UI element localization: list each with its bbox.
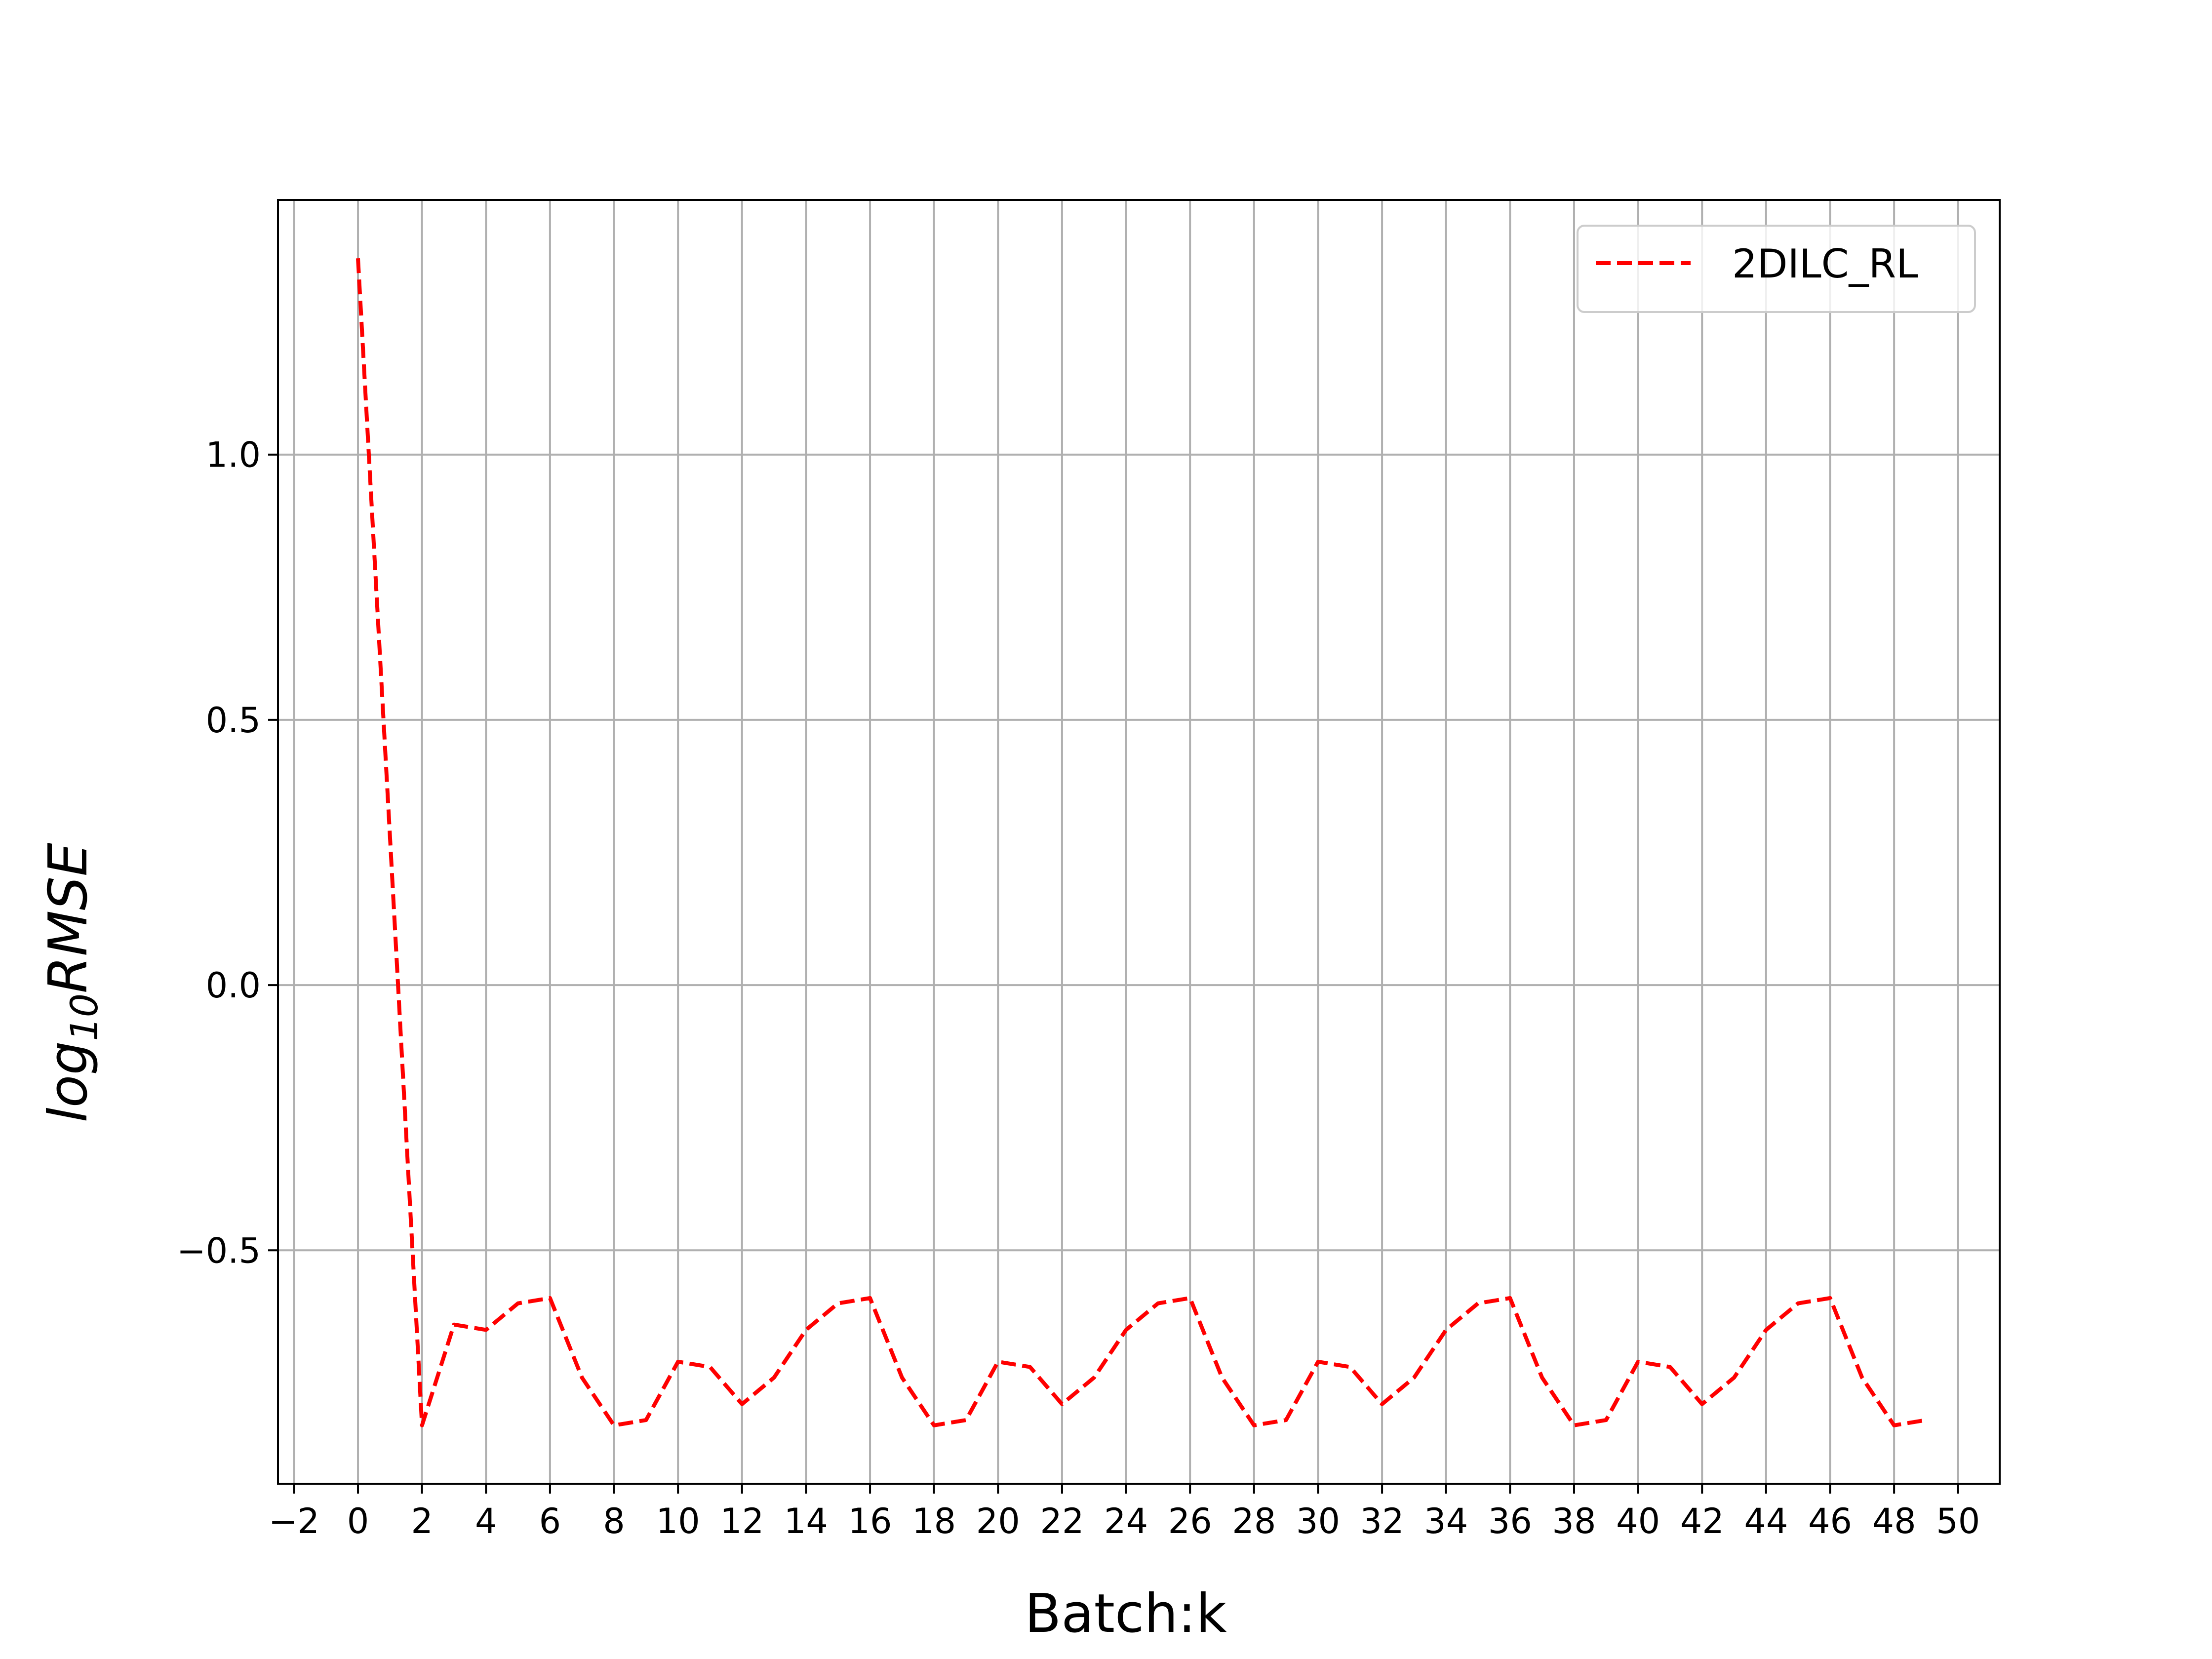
x-tick-label: 0 xyxy=(347,1501,369,1541)
y-tick-label: 1.0 xyxy=(206,435,261,475)
x-tick-label: 50 xyxy=(1936,1501,1980,1541)
legend-label: 2DILC_RL xyxy=(1732,241,1918,287)
series-line-2dilc-rl xyxy=(356,258,1927,1427)
y-axis-label-prefix: log xyxy=(38,1041,99,1123)
x-tick-label: 18 xyxy=(912,1501,956,1541)
x-tick-label: 20 xyxy=(976,1501,1020,1541)
x-tick-label: 34 xyxy=(1424,1501,1468,1541)
x-axis-ticks: −2 0 2 4 6 8 10 12 14 16 18 20 22 24 26 28 30 32 34 36 38 40 4… xyxy=(269,1484,1980,1541)
y-tick-label: 0.5 xyxy=(206,700,261,741)
x-tick-label: 2 xyxy=(411,1501,433,1541)
x-tick-label: 16 xyxy=(848,1501,892,1541)
x-tick-label: 42 xyxy=(1680,1501,1724,1541)
y-tick-label: 0.0 xyxy=(206,965,261,1006)
x-tick-label: 32 xyxy=(1360,1501,1404,1541)
x-tick-label: 6 xyxy=(539,1501,561,1541)
x-tick-label: 14 xyxy=(784,1501,828,1541)
legend: 2DILC_RL xyxy=(1577,225,1976,313)
x-tick-label: 48 xyxy=(1872,1501,1916,1541)
plot-frame xyxy=(277,199,2001,1485)
x-tick-label: 28 xyxy=(1232,1501,1276,1541)
x-tick-label: 38 xyxy=(1552,1501,1596,1541)
x-tick-label: 26 xyxy=(1168,1501,1212,1541)
x-tick-label: 40 xyxy=(1616,1501,1660,1541)
x-tick-label: −2 xyxy=(269,1501,319,1541)
x-tick-label: 24 xyxy=(1104,1501,1148,1541)
y-axis-label-suffix: RMSE xyxy=(38,842,99,993)
svg-text:log10RMSE: log10RMSE xyxy=(38,842,106,1122)
x-tick-label: 36 xyxy=(1488,1501,1532,1541)
grid xyxy=(278,200,2000,1484)
x-tick-label: 44 xyxy=(1744,1501,1788,1541)
y-axis-ticks: −0.5 0.0 0.5 1.0 xyxy=(177,435,278,1271)
x-tick-label: 46 xyxy=(1808,1501,1852,1541)
series-layer xyxy=(356,258,1927,1427)
y-axis-label-subscript: 10 xyxy=(62,993,106,1041)
x-tick-label: 10 xyxy=(656,1501,700,1541)
x-tick-label: 8 xyxy=(603,1501,625,1541)
x-axis-label: Batch:k xyxy=(1025,1583,1227,1645)
y-axis-label: log10RMSE xyxy=(38,842,106,1122)
x-tick-label: 22 xyxy=(1040,1501,1084,1541)
x-tick-label: 4 xyxy=(475,1501,497,1541)
legend-box xyxy=(1577,225,1976,313)
x-tick-label: 30 xyxy=(1296,1501,1340,1541)
x-tick-label: 12 xyxy=(720,1501,764,1541)
y-tick-label: −0.5 xyxy=(177,1230,261,1271)
